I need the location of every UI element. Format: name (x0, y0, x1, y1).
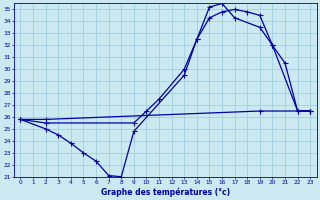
X-axis label: Graphe des températures (°c): Graphe des températures (°c) (101, 187, 230, 197)
